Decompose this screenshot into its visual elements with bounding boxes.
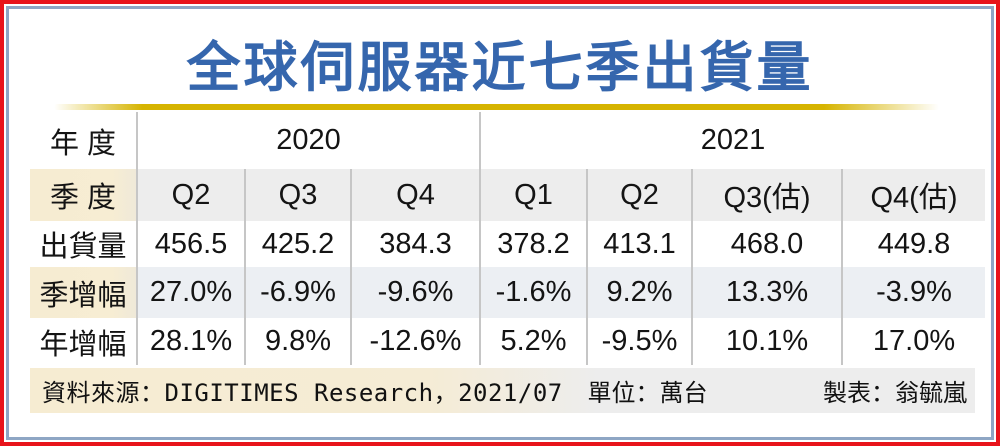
- table-cell: 27.0%: [137, 267, 246, 318]
- table-cell: 456.5: [137, 221, 246, 267]
- table-cell: -3.9%: [842, 267, 986, 318]
- year-row-label: 年 度: [30, 112, 138, 169]
- table-cell: 384.3: [351, 221, 481, 267]
- table-cell: 468.0: [692, 221, 843, 267]
- table-cell: 9.2%: [587, 267, 693, 318]
- table-cell: 413.1: [587, 221, 693, 267]
- table-cell: -1.6%: [480, 267, 588, 318]
- quarter-cell: Q3(估): [692, 169, 843, 221]
- qoq-growth-row: 季增幅 27.0% -6.9% -9.6% -1.6% 9.2% 13.3% -…: [30, 267, 986, 318]
- quarter-row-label: 季 度: [30, 169, 138, 221]
- gold-divider: [54, 104, 939, 110]
- quarter-cell: Q2: [137, 169, 246, 221]
- table-cell: 28.1%: [137, 318, 246, 365]
- table-cell: 13.3%: [692, 267, 843, 318]
- unit-text: 單位：萬台: [587, 380, 708, 407]
- quarter-cell: Q3: [245, 169, 352, 221]
- year-row: 年 度 2020 2021: [30, 112, 985, 169]
- table-cell: 10.1%: [692, 318, 843, 365]
- table-cell: 378.2: [480, 221, 588, 267]
- quarter-cell: Q2: [587, 169, 693, 221]
- yoy-growth-row: 年增幅 28.1% 9.8% -12.6% 5.2% -9.5% 10.1% 1…: [30, 318, 985, 365]
- quarter-cell: Q4: [351, 169, 481, 221]
- qoq-growth-row-label: 季增幅: [30, 267, 138, 318]
- page-title: 全球伺服器近七季出貨量: [186, 38, 814, 98]
- shipments-row: 出貨量 456.5 425.2 384.3 378.2 413.1 468.0 …: [30, 221, 985, 267]
- quarter-row: 季 度 Q2 Q3 Q4 Q1 Q2 Q3(估) Q4(估): [30, 169, 986, 221]
- table-cell: -6.9%: [245, 267, 352, 318]
- table-cell: -9.6%: [351, 267, 481, 318]
- table-cell: 425.2: [245, 221, 352, 267]
- data-source-text: 資料來源：DIGITIMES Research，2021/07: [42, 379, 563, 407]
- quarter-cell: Q4(估): [842, 169, 986, 221]
- table-cell: -12.6%: [351, 318, 481, 365]
- table-cell: 5.2%: [480, 318, 588, 365]
- table-cell: -9.5%: [587, 318, 693, 365]
- table-cell: 449.8: [877, 227, 951, 260]
- footer-bar: 資料來源：DIGITIMES Research，2021/07 單位：萬台 製表…: [30, 368, 975, 413]
- year-2020-cell: 2020: [137, 112, 481, 169]
- shipments-row-label: 出貨量: [30, 221, 138, 267]
- shipments-table: 年 度 2020 2021 季 度 Q2 Q3 Q4 Q1 Q2 Q3(估) Q…: [30, 112, 986, 365]
- quarter-cell: Q1: [480, 169, 588, 221]
- year-2021-cell: 2021: [700, 124, 766, 156]
- author-text: 製表：翁毓嵐: [823, 380, 967, 407]
- table-cell: 17.0%: [872, 325, 956, 357]
- table-cell: 9.8%: [245, 318, 352, 365]
- yoy-growth-row-label: 年增幅: [30, 318, 138, 365]
- poster-panel: 全球伺服器近七季出貨量 年 度 2020 2021 季 度 Q2 Q3 Q4: [6, 6, 994, 440]
